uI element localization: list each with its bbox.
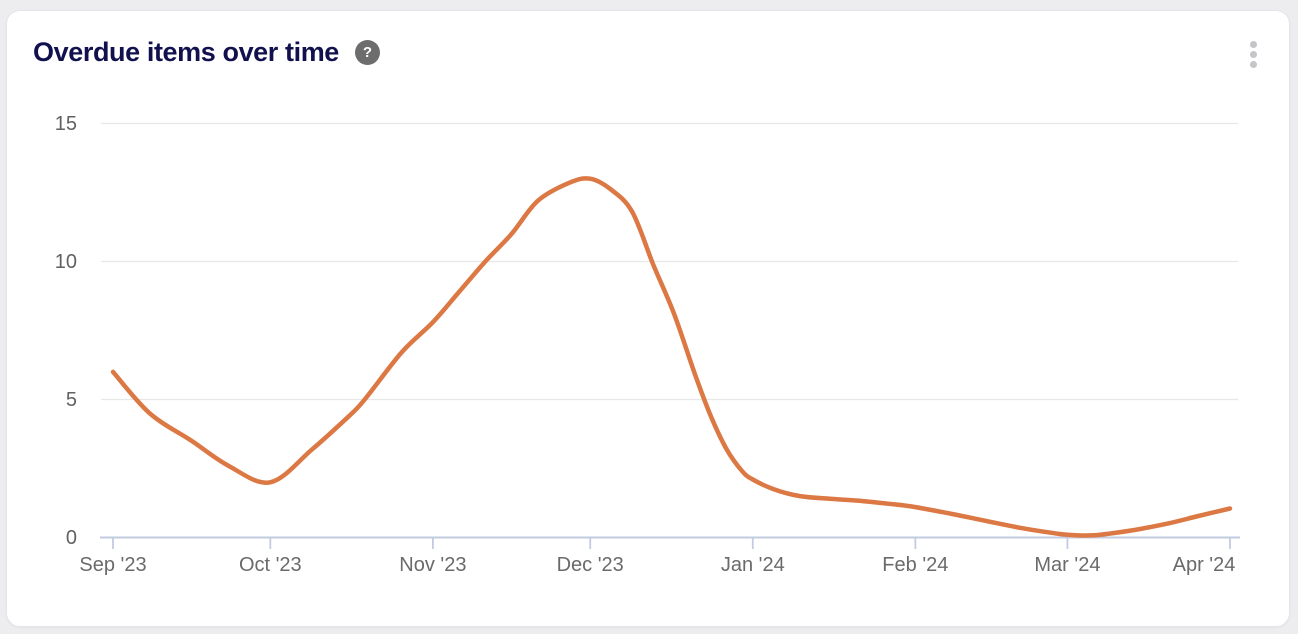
kebab-dot — [1250, 51, 1257, 58]
x-axis-label: Nov '23 — [399, 554, 467, 576]
y-axis-label: 5 — [65, 388, 77, 411]
kebab-dot — [1250, 61, 1257, 68]
kebab-dot — [1250, 41, 1257, 48]
chart-title: Overdue items over time — [33, 37, 339, 67]
x-axis-label: Dec '23 — [556, 554, 624, 576]
x-axis-label: Sep '23 — [79, 554, 147, 576]
x-axis-label: Feb '24 — [882, 554, 949, 576]
chart-card: Overdue items over time ? — [6, 10, 1290, 627]
y-axis-label: 10 — [54, 250, 77, 273]
help-icon[interactable]: ? — [354, 39, 380, 65]
x-axis-label: Mar '24 — [1034, 554, 1101, 576]
kebab-menu-button[interactable] — [1244, 37, 1263, 72]
x-axis-label: Oct '23 — [238, 554, 302, 576]
x-axis-label: Apr '24 — [1172, 554, 1236, 576]
y-axis-label: 0 — [65, 526, 77, 549]
y-axis-label: 15 — [54, 112, 77, 135]
plot-area[interactable] — [108, 123, 1245, 549]
chart-header: Overdue items over time ? — [33, 37, 380, 67]
x-axis-label: Jan '24 — [720, 554, 785, 576]
